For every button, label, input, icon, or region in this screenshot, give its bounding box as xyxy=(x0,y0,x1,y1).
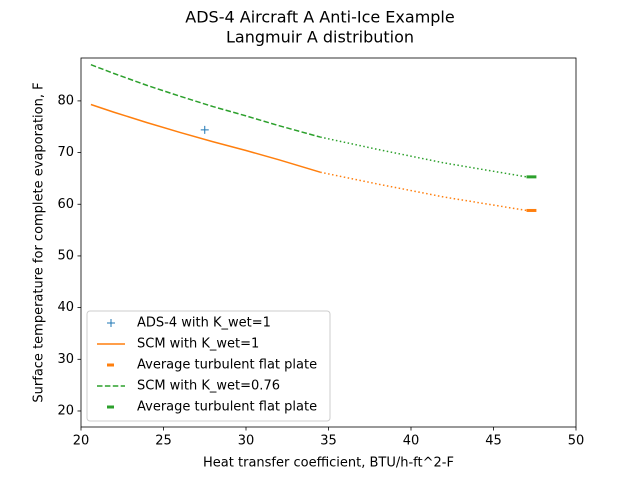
y-axis-label: Surface temperature for complete evapora… xyxy=(32,82,47,402)
x-tick-label: 50 xyxy=(568,434,585,449)
series-line xyxy=(320,136,527,178)
y-tick-label: 20 xyxy=(57,403,74,418)
legend-label: Average turbulent flat plate xyxy=(137,400,317,415)
y-tick-label: 60 xyxy=(57,197,74,212)
y-tick-label: 80 xyxy=(57,93,74,108)
plot-frame xyxy=(80,57,577,428)
legend-label: SCM with K_wet=1 xyxy=(137,337,259,352)
x-tick-label: 30 xyxy=(238,434,255,449)
x-tick-label: 40 xyxy=(403,434,420,449)
x-tick-label: 35 xyxy=(320,434,337,449)
x-axis-label: Heat transfer coefficient, BTU/h-ft^2-F xyxy=(203,456,454,471)
legend-box xyxy=(86,310,331,422)
y-tick-label: 70 xyxy=(57,145,74,160)
chart-title: ADS-4 Aircraft A Anti-Ice Example xyxy=(185,8,454,27)
y-tick-label: 50 xyxy=(57,248,74,263)
x-tick-label: 25 xyxy=(155,434,172,449)
series-line xyxy=(320,171,527,212)
legend-label: Average turbulent flat plate xyxy=(137,358,317,373)
legend-marker xyxy=(107,319,115,327)
plot-area xyxy=(90,64,537,212)
x-tick-label: 20 xyxy=(73,434,90,449)
series-line xyxy=(90,103,321,173)
chart-subtitle: Langmuir A distribution xyxy=(226,28,414,47)
y-tick-label: 40 xyxy=(57,300,74,315)
y-tick-label: 30 xyxy=(57,352,74,367)
legend: ADS-4 with K_wet=1 SCM with K_wet=1 Averag… xyxy=(86,310,331,422)
legend-label: SCM with K_wet=0.76 xyxy=(137,379,280,394)
marker xyxy=(200,125,209,134)
x-tick-label: 45 xyxy=(485,434,502,449)
series-line xyxy=(90,64,321,138)
legend-label: ADS-4 with K_wet=1 xyxy=(137,316,271,331)
